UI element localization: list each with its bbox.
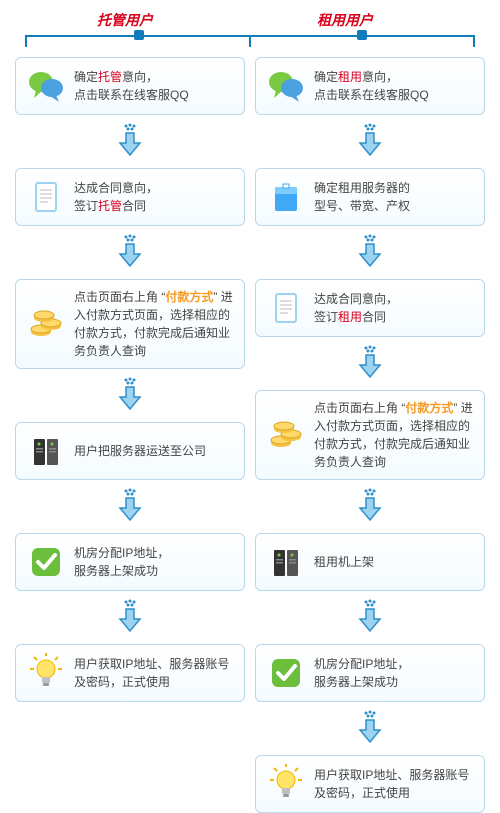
arrow-down-icon	[115, 599, 145, 633]
flow-arrow	[355, 123, 385, 160]
left-step-6: 用户获取IP地址、服务器账号及密码，正式使用	[15, 644, 245, 702]
chat-icon	[26, 66, 66, 106]
step-text: 用户把服务器运送至公司	[74, 442, 234, 460]
check-icon	[266, 653, 306, 693]
coins-icon	[266, 415, 306, 455]
step-text: 点击页面右上角 “付款方式” 进入付款方式页面，选择相应的付款方式，付款完成后通…	[74, 288, 234, 360]
left-step-2: 达成合同意向，签订托管合同	[15, 168, 245, 226]
header-row: 托管用户 租用用户	[0, 10, 500, 30]
step-text: 机房分配IP地址，服务器上架成功	[314, 655, 474, 691]
right-step-1: 确定租用意向，点击联系在线客服QQ	[255, 57, 485, 115]
flow-arrow	[355, 710, 385, 747]
step-text: 租用机上架	[314, 553, 474, 571]
arrow-down-icon	[115, 123, 145, 157]
left-column-title: 托管用户	[15, 10, 235, 30]
coins-icon	[26, 304, 66, 344]
flowchart: 托管用户 租用用户 确定托管意向，点击联系在线客服QQ 达成合同意向，签订托管合…	[0, 0, 500, 813]
server-icon	[26, 431, 66, 471]
flow-arrow	[355, 345, 385, 382]
flow-arrow	[115, 123, 145, 160]
left-step-5: 机房分配IP地址，服务器上架成功	[15, 533, 245, 591]
right-step-7: 用户获取IP地址、服务器账号及密码，正式使用	[255, 755, 485, 813]
right-step-4: 点击页面右上角 “付款方式” 进入付款方式页面，选择相应的付款方式，付款完成后通…	[255, 390, 485, 480]
step-text: 确定租用意向，点击联系在线客服QQ	[314, 68, 474, 104]
flow-arrow	[355, 599, 385, 636]
chat-icon	[266, 66, 306, 106]
step-text: 用户获取IP地址、服务器账号及密码，正式使用	[74, 655, 234, 691]
arrow-down-icon	[355, 599, 385, 633]
step-text: 机房分配IP地址，服务器上架成功	[74, 544, 234, 580]
arrow-down-icon	[355, 488, 385, 522]
flow-arrow	[115, 599, 145, 636]
flow-arrow	[115, 488, 145, 525]
bulb-icon	[26, 653, 66, 693]
right-step-3: 达成合同意向，签订租用合同	[255, 279, 485, 337]
header-bar	[25, 35, 475, 47]
right-step-2: 确定租用服务器的型号、带宽、产权	[255, 168, 485, 226]
arrow-down-icon	[355, 710, 385, 744]
flow-arrow	[355, 488, 385, 525]
doc-icon	[26, 177, 66, 217]
arrow-down-icon	[115, 488, 145, 522]
right-step-5: 租用机上架	[255, 533, 485, 591]
step-text: 用户获取IP地址、服务器账号及密码，正式使用	[314, 766, 474, 802]
right-step-6: 机房分配IP地址，服务器上架成功	[255, 644, 485, 702]
flow-arrow	[115, 234, 145, 271]
step-text: 达成合同意向，签订租用合同	[314, 290, 474, 326]
step-text: 确定托管意向，点击联系在线客服QQ	[74, 68, 234, 104]
left-step-3: 点击页面右上角 “付款方式” 进入付款方式页面，选择相应的付款方式，付款完成后通…	[15, 279, 245, 369]
right-column-title: 租用用户	[235, 10, 455, 30]
flow-arrow	[355, 234, 385, 271]
arrow-down-icon	[355, 123, 385, 157]
step-text: 达成合同意向，签订托管合同	[74, 179, 234, 215]
step-text: 点击页面右上角 “付款方式” 进入付款方式页面，选择相应的付款方式，付款完成后通…	[314, 399, 474, 471]
arrow-down-icon	[355, 345, 385, 379]
right-column: 确定租用意向，点击联系在线客服QQ 确定租用服务器的型号、带宽、产权 达成合同意…	[255, 57, 485, 813]
bulb-icon	[266, 764, 306, 804]
check-icon	[26, 542, 66, 582]
arrow-down-icon	[355, 234, 385, 268]
arrow-down-icon	[115, 377, 145, 411]
doc-icon	[266, 288, 306, 328]
box-icon	[266, 177, 306, 217]
step-text: 确定租用服务器的型号、带宽、产权	[314, 179, 474, 215]
left-step-1: 确定托管意向，点击联系在线客服QQ	[15, 57, 245, 115]
flow-arrow	[115, 377, 145, 414]
left-step-4: 用户把服务器运送至公司	[15, 422, 245, 480]
arrow-down-icon	[115, 234, 145, 268]
left-column: 确定托管意向，点击联系在线客服QQ 达成合同意向，签订托管合同 点击页面右上角 …	[15, 57, 245, 813]
server-icon	[266, 542, 306, 582]
